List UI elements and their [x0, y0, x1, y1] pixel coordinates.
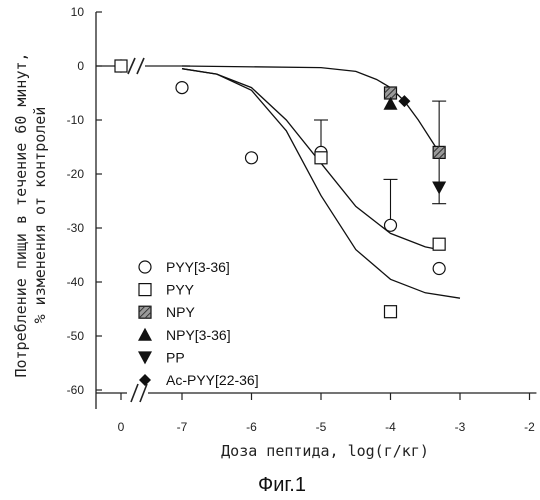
- y-tick-label: -50: [67, 329, 85, 343]
- data-point: [433, 146, 445, 158]
- x-tick-label: -2: [524, 420, 535, 434]
- y-tick-label: -30: [67, 221, 85, 235]
- zero-break-mark: [137, 58, 144, 74]
- error-bars: [314, 101, 446, 225]
- data-point: [385, 306, 397, 318]
- y-axis-label-line-1: Потребление пищи в течение 60 минут,: [12, 52, 30, 377]
- x-tick-label: 0: [118, 420, 125, 434]
- x-tick-label: -3: [455, 420, 466, 434]
- figure-caption: Фиг.1: [258, 474, 306, 496]
- legend-label: Ac-PYY[22-36]: [166, 372, 259, 388]
- legend-label: PYY[3-36]: [166, 259, 230, 275]
- data-points: [115, 60, 446, 318]
- y-tick-label: -40: [67, 275, 85, 289]
- legend-marker: [139, 284, 151, 296]
- fit-curve: [182, 69, 439, 250]
- legend-label: PYY: [166, 282, 195, 298]
- x-tick-label: -6: [246, 420, 257, 434]
- legend-label: NPY: [166, 304, 195, 320]
- legend-label: NPY[3-36]: [166, 327, 231, 343]
- y-tick-label: 10: [71, 5, 85, 19]
- data-point: [176, 82, 188, 94]
- data-point: [432, 182, 446, 195]
- data-point: [246, 152, 258, 164]
- y-tick-label: -20: [67, 167, 85, 181]
- y-tick-label: -60: [67, 383, 85, 397]
- data-point: [433, 238, 445, 250]
- zero-break-mark: [128, 58, 135, 74]
- x-tick-label: -7: [177, 420, 188, 434]
- y-tick-label: -10: [67, 113, 85, 127]
- x-axis-label: Доза пептида, log(г/кг): [221, 442, 429, 460]
- legend: PYY[3-36] PYY NPY NPY[3-36] PP Ac-PYY[22-36]: [138, 259, 259, 388]
- legend-label: PP: [166, 349, 185, 365]
- x-tick-label: -4: [385, 420, 396, 434]
- data-point: [433, 263, 445, 275]
- axes: 10 0 -10 -20 -30 -40 -50 -60 0 -7 -6 -5 -4 -3 -2: [67, 5, 537, 434]
- data-point: [385, 219, 397, 231]
- y-tick-label: 0: [77, 59, 84, 73]
- legend-marker: [138, 351, 152, 364]
- legend-marker: [139, 261, 151, 273]
- y-axis-label-line-2: % изменения от контролей: [31, 107, 49, 324]
- legend-marker: [138, 328, 152, 341]
- x-tick-label: -5: [316, 420, 327, 434]
- x-break-mark: [140, 384, 147, 402]
- fit-curve: [182, 66, 439, 152]
- legend-marker: [139, 374, 151, 386]
- data-point: [115, 60, 127, 72]
- legend-marker: [139, 306, 151, 318]
- x-break-mark: [131, 384, 138, 402]
- data-point: [315, 152, 327, 164]
